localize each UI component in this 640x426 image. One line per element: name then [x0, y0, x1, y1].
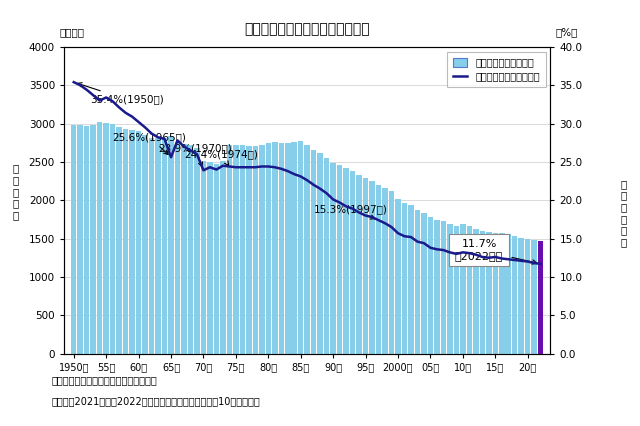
Bar — [278, 143, 284, 354]
Bar — [402, 203, 407, 354]
Title: 図３　こどもの数及び割合の推移: 図３ こどもの数及び割合の推移 — [244, 22, 370, 36]
Bar — [148, 138, 154, 354]
Bar — [428, 217, 433, 354]
Bar — [311, 150, 316, 354]
Bar — [460, 225, 466, 354]
Text: 15.3%(1997年): 15.3%(1997年) — [314, 204, 388, 219]
Bar — [486, 232, 492, 354]
Bar — [188, 145, 193, 354]
Bar — [253, 146, 258, 354]
Text: 25.6%(1965年): 25.6%(1965年) — [113, 132, 186, 155]
Bar — [104, 123, 109, 354]
Text: （万人）: （万人） — [59, 28, 84, 37]
Text: 35.4%(1950年): 35.4%(1950年) — [77, 83, 164, 104]
Bar — [376, 185, 381, 354]
Bar — [525, 239, 531, 354]
Bar — [493, 233, 498, 354]
Bar — [317, 153, 323, 354]
Bar — [201, 161, 206, 354]
Bar — [220, 161, 226, 354]
Bar — [382, 188, 388, 354]
Bar — [239, 145, 245, 354]
Bar — [194, 148, 200, 354]
Bar — [156, 138, 161, 354]
Bar — [214, 164, 219, 354]
Bar — [396, 199, 401, 354]
Bar — [227, 145, 232, 354]
Text: 23.9%(1970年): 23.9%(1970年) — [158, 143, 232, 167]
Bar — [512, 236, 518, 354]
Bar — [447, 224, 452, 354]
Bar — [90, 125, 96, 354]
Bar — [506, 234, 511, 354]
Bar — [129, 130, 135, 354]
Bar — [434, 220, 440, 354]
Text: 11.7%
（2022年）: 11.7% （2022年） — [455, 239, 537, 264]
Bar — [110, 124, 115, 354]
Text: こ
ど
も
の
数: こ ど も の 数 — [13, 164, 19, 220]
Bar — [330, 163, 336, 354]
Bar — [363, 178, 369, 354]
Bar — [272, 142, 278, 354]
Bar — [207, 162, 212, 354]
Bar — [136, 131, 141, 354]
Bar — [305, 145, 310, 354]
Bar — [97, 122, 102, 354]
Text: 資料：　「国勢調査」及び「人口推計」: 資料： 「国勢調査」及び「人口推計」 — [51, 375, 157, 385]
Bar — [388, 191, 394, 354]
Bar — [369, 181, 375, 354]
Bar — [408, 205, 413, 354]
Bar — [71, 125, 77, 354]
Bar — [162, 138, 167, 354]
Bar — [356, 175, 362, 354]
Bar — [454, 226, 459, 354]
Bar — [142, 135, 148, 354]
Bar — [77, 125, 83, 354]
Bar — [350, 171, 355, 354]
Bar — [123, 129, 129, 354]
Bar — [337, 165, 342, 354]
Bar — [421, 213, 427, 354]
Bar — [473, 229, 479, 354]
Text: （%）: （%） — [556, 28, 578, 37]
Text: 24.4%(1974年): 24.4%(1974年) — [184, 150, 258, 165]
Bar — [440, 221, 446, 354]
Text: こ
ど
も
の
割
合: こ ど も の 割 合 — [621, 179, 627, 247]
Bar — [175, 142, 180, 354]
Bar — [415, 210, 420, 354]
Bar — [266, 143, 271, 354]
Bar — [298, 141, 303, 354]
Bar — [479, 230, 485, 354]
Bar — [181, 144, 187, 354]
Bar — [233, 145, 239, 354]
Bar — [518, 238, 524, 354]
Bar — [285, 143, 291, 354]
Bar — [168, 136, 174, 354]
Bar — [246, 146, 252, 354]
Bar — [499, 233, 504, 354]
Bar — [291, 142, 297, 354]
Bar — [531, 240, 537, 354]
Bar — [259, 145, 264, 354]
Text: 注）　2021年及び2022年は４月１日現在，その他は10月１日現在: 注） 2021年及び2022年は４月１日現在，その他は10月１日現在 — [51, 396, 260, 406]
Bar — [343, 168, 349, 354]
Legend: こどもの数（左目盛）, こどもの割合（右目盛）: こどもの数（左目盛）, こどもの割合（右目盛） — [447, 52, 545, 87]
Bar — [467, 227, 472, 354]
Bar — [84, 126, 90, 354]
Bar — [324, 158, 330, 354]
Bar — [538, 241, 543, 354]
Bar — [116, 127, 122, 354]
